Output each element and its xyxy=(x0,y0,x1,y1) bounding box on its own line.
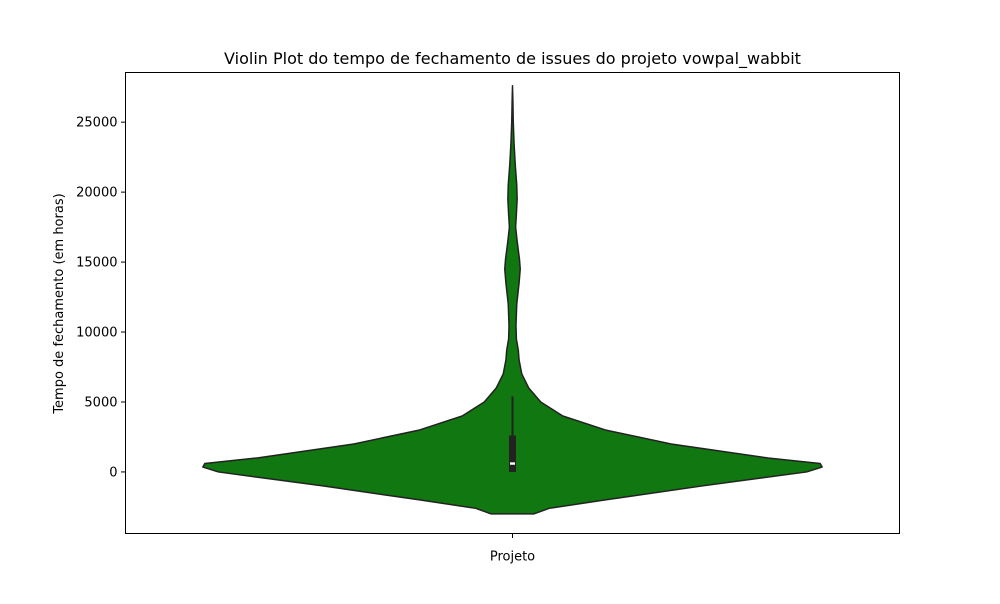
axes: 0 5000 10000 15000 20000 25000 Projeto xyxy=(76,116,535,565)
y-tick-label: 25000 xyxy=(76,116,117,131)
median-marker xyxy=(510,462,515,465)
y-tick-label: 20000 xyxy=(76,186,117,201)
y-axis-label: Tempo de fechamento (em horas) xyxy=(52,193,67,414)
plot-area xyxy=(202,85,823,515)
chart-title: Violin Plot do tempo de fechamento de is… xyxy=(224,49,801,69)
y-tick-label: 10000 xyxy=(76,326,117,341)
violin-body xyxy=(202,85,823,515)
y-tick-label: 0 xyxy=(109,465,117,480)
y-tick-label: 15000 xyxy=(76,256,117,271)
y-tick-label: 5000 xyxy=(84,395,117,410)
iqr-box xyxy=(509,435,516,472)
x-tick-label: Projeto xyxy=(490,550,535,565)
